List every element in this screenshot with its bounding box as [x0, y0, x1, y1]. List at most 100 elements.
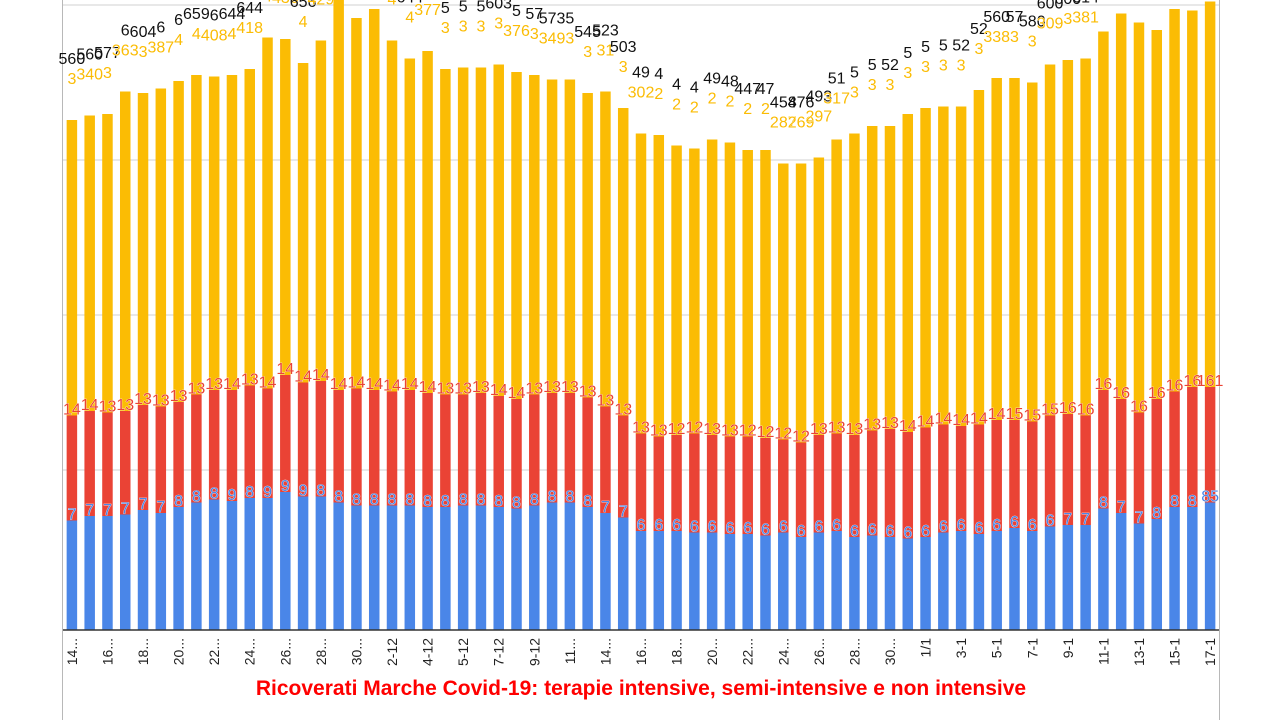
bar-segment-yellow: [635, 133, 647, 434]
data-label-black: 493: [805, 89, 832, 106]
data-label-red: 14: [294, 369, 312, 386]
data-label-red: 12: [668, 421, 686, 438]
data-label-yellow: 4: [174, 32, 183, 49]
data-label-red: 13: [152, 393, 170, 410]
data-label-black: 644: [396, 0, 423, 7]
data-label-black: 6: [156, 20, 165, 37]
bar-segment-blue: [404, 505, 416, 630]
data-label-yellow: 418: [236, 20, 263, 37]
bar-segment-blue: [991, 531, 1002, 630]
data-label-black: 476: [788, 95, 815, 112]
data-label-red: 13: [170, 388, 188, 405]
bar-segment-yellow: [440, 69, 451, 395]
data-label-black: 6: [174, 12, 183, 29]
data-label-blue: 8: [530, 492, 539, 509]
data-label-yellow: 3: [103, 65, 112, 82]
x-tick-label: 7-1: [1024, 638, 1040, 658]
data-label-blue: 9: [228, 487, 237, 504]
data-label-red: 13: [863, 417, 881, 434]
data-label-black: 6: [121, 23, 130, 40]
data-label-black: 4: [690, 80, 699, 97]
bar-segment-red: [297, 382, 309, 497]
bar-segment-blue: [795, 537, 807, 630]
bar-segment-yellow: [422, 51, 433, 393]
bar-segment-yellow: [671, 145, 682, 435]
bar-segment-red: [475, 393, 487, 506]
data-label-red: 12: [757, 424, 775, 441]
bar-segment-blue: [137, 510, 149, 630]
data-label-yellow: 3: [441, 20, 450, 37]
data-label-red: 14: [934, 411, 952, 428]
bar-segment-yellow: [1098, 31, 1109, 390]
bar-segment-blue: [831, 531, 842, 630]
data-label-yellow: 3: [476, 19, 485, 36]
chart-frame: [62, 0, 1220, 720]
data-label-yellow: 3: [850, 85, 859, 102]
x-tick-label: 26...: [811, 638, 827, 665]
data-label-black: 600: [1037, 0, 1064, 13]
bar-segment-blue: [119, 514, 131, 630]
data-label-red: 14: [259, 375, 277, 392]
data-label-black: 458: [770, 95, 797, 112]
data-label-yellow: 2: [725, 94, 734, 111]
bar-segment-yellow: [813, 157, 825, 435]
bar-segment-red: [635, 433, 647, 531]
bar-segment-red: [1115, 399, 1127, 513]
bar-segment-blue: [866, 535, 878, 630]
data-label-red: 14: [223, 376, 241, 393]
data-label-red: 12: [739, 423, 757, 440]
data-label-black: 49: [703, 71, 721, 88]
bar-segment-red: [280, 375, 291, 492]
bar-segment-red: [902, 432, 914, 539]
bar-segment-red: [653, 436, 665, 531]
chart-title: Ricoverati Marche Covid-19: terapie inte…: [255, 677, 1027, 700]
bar-segment-yellow: [938, 106, 949, 425]
bar-segment-blue: [689, 532, 700, 630]
data-label-yellow: 3: [1028, 34, 1037, 51]
bar-segment-red: [386, 391, 398, 506]
bar-segment-blue: [191, 502, 202, 630]
data-label-red: 14: [63, 402, 81, 419]
bar-segment-yellow: [66, 120, 78, 416]
bar-segment-red: [1027, 421, 1038, 531]
data-label-black: 5: [868, 57, 877, 74]
data-label-red: 13: [543, 379, 561, 396]
bar-segment-red: [938, 424, 949, 533]
x-tick-label: 7-12: [491, 638, 507, 666]
bar-segment-yellow: [262, 37, 273, 389]
bar-segment-blue: [84, 516, 95, 630]
data-label-yellow: 4: [263, 0, 272, 6]
data-label-black: 614: [1072, 0, 1099, 7]
x-tick-label: 17-1: [1202, 638, 1218, 666]
data-label-blue: 8: [192, 489, 201, 506]
data-label-blue: 8: [316, 483, 325, 500]
x-tick-label: 14...: [597, 638, 613, 665]
data-label-red: 13: [205, 376, 223, 393]
bar-segment-red: [849, 435, 860, 537]
bar-segment-red: [813, 435, 825, 533]
data-label-black: 5: [512, 3, 521, 20]
data-label-red: 14: [276, 361, 294, 378]
bar-segment-blue: [813, 532, 825, 630]
data-label-blue: 8: [1170, 493, 1179, 510]
data-label-blue: 8: [334, 489, 343, 506]
data-label-yellow: 4: [388, 0, 397, 9]
bar-segment-blue: [422, 507, 433, 630]
bar-segment-red: [600, 406, 611, 513]
data-label-blue: 6: [1046, 513, 1055, 530]
bar-segment-blue: [368, 505, 380, 630]
bar-segment-red: [1204, 387, 1216, 503]
data-label-blue: 7: [103, 502, 112, 519]
data-label-blue: 6: [637, 517, 646, 534]
data-label-red: 13: [116, 397, 134, 414]
bar-segment-blue: [653, 531, 665, 630]
data-label-yellow: 376: [503, 23, 530, 40]
bar-segment-blue: [315, 496, 327, 630]
data-label-red: 15: [1041, 402, 1059, 419]
data-label-black: 48: [721, 74, 739, 91]
x-tick-label: 30...: [882, 638, 898, 665]
data-label-red: 12: [774, 426, 792, 443]
bar-segment-blue: [706, 532, 718, 630]
data-label-red: 13: [881, 415, 899, 432]
data-label-red: 16: [1095, 376, 1113, 393]
